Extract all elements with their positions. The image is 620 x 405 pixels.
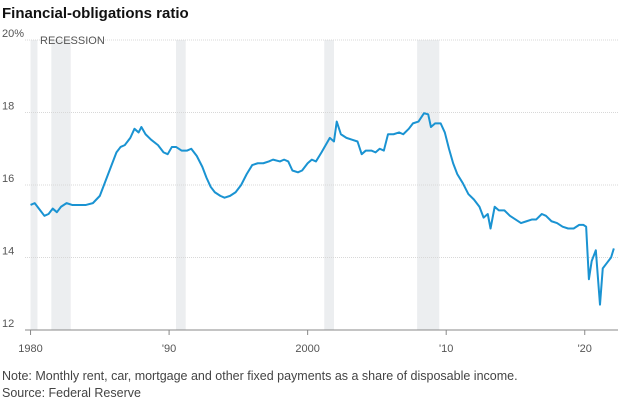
x-tick-label: 1980 (18, 343, 42, 355)
recession-band (30, 40, 38, 330)
x-tick-label: '90 (162, 343, 176, 355)
x-tick-label: '10 (439, 343, 453, 355)
y-tick-label: 20% (2, 28, 24, 40)
line-series (30, 112, 615, 306)
x-tick-label: 2000 (295, 343, 319, 355)
chart-title: Financial-obligations ratio (2, 5, 189, 22)
y-tick-label: 12 (2, 318, 14, 330)
recession-label: RECESSION (40, 35, 105, 47)
source: Source: Federal Reserve (2, 386, 141, 400)
recession-band (176, 40, 186, 330)
y-tick-label: 16 (2, 173, 14, 185)
note: Note: Monthly rent, car, mortgage and ot… (2, 369, 518, 383)
x-tick-label: '20 (578, 343, 592, 355)
y-tick-label: 14 (2, 246, 14, 258)
y-tick-label: 18 (2, 101, 14, 113)
